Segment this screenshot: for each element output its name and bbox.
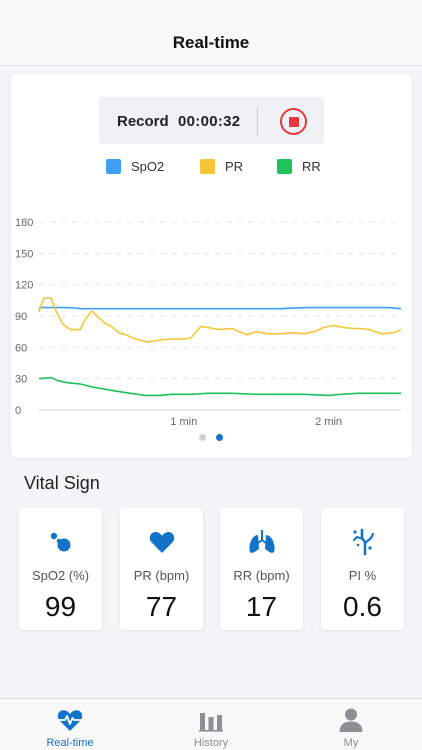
vital-label: RR (bpm) bbox=[233, 568, 290, 583]
legend-swatch-rr bbox=[277, 159, 292, 174]
record-bar: Record 00:00:32 bbox=[99, 97, 324, 144]
page-title: Real-time bbox=[172, 33, 250, 52]
y-tick-label: 120 bbox=[15, 280, 33, 292]
vital-card-pi: PI % 0.6 bbox=[321, 508, 404, 630]
legend-swatch-spo2 bbox=[106, 159, 121, 174]
record-label: Record bbox=[117, 113, 169, 130]
vital-value: 77 bbox=[145, 591, 178, 622]
page-indicator bbox=[199, 434, 229, 442]
vital-value: 0.6 bbox=[343, 591, 382, 622]
record-divider bbox=[257, 106, 258, 136]
y-tick-label: 90 bbox=[15, 311, 27, 323]
vital-value: 99 bbox=[44, 591, 77, 622]
y-tick-label: 0 bbox=[15, 405, 21, 417]
legend-label-pr: PR bbox=[225, 159, 244, 174]
vital-card-rr: RR (bpm) 17 bbox=[220, 508, 303, 630]
tab-label: My bbox=[343, 737, 359, 749]
x-tick-label: 1 min bbox=[170, 416, 197, 428]
person-icon bbox=[281, 707, 421, 733]
tab-label: Real-time bbox=[46, 737, 94, 749]
page-dot-2[interactable] bbox=[216, 434, 223, 441]
heart-icon bbox=[120, 528, 203, 556]
vital-label: PI % bbox=[348, 568, 377, 583]
vital-card-pr: PR (bpm) 77 bbox=[120, 508, 203, 630]
oxygen-bubbles-icon bbox=[19, 528, 102, 556]
series-line-rr bbox=[38, 376, 401, 397]
vital-trend-chart: 0 30 60 90 120 150 180 1 min 2 min bbox=[15, 217, 402, 428]
y-tick-label: 150 bbox=[15, 248, 33, 260]
y-tick-label: 60 bbox=[15, 342, 27, 354]
tab-label: History bbox=[193, 737, 229, 749]
record-timer: 00:00:32 bbox=[178, 113, 241, 130]
lungs-icon bbox=[220, 528, 303, 556]
stop-record-button[interactable] bbox=[280, 108, 307, 135]
legend-label-rr: RR bbox=[302, 159, 321, 174]
page-dot-1[interactable] bbox=[199, 434, 206, 441]
tab-bar: Real-time History My bbox=[0, 698, 422, 750]
tab-my[interactable]: My bbox=[281, 699, 421, 750]
heart-pulse-icon bbox=[0, 707, 140, 733]
vital-label: PR (bpm) bbox=[133, 568, 190, 583]
x-tick-label: 2 min bbox=[315, 416, 342, 428]
stop-icon bbox=[288, 116, 299, 127]
vital-sign-title: Vital Sign bbox=[24, 473, 100, 493]
legend-label-spo2: SpO2 bbox=[131, 159, 165, 174]
series-line-spo2 bbox=[39, 306, 402, 310]
vital-card-spo2: SpO2 (%) 99 bbox=[19, 508, 102, 630]
tab-realtime[interactable]: Real-time bbox=[0, 699, 140, 750]
legend-swatch-pr bbox=[200, 159, 215, 174]
bar-chart-icon bbox=[141, 707, 281, 733]
vital-value: 17 bbox=[245, 591, 278, 622]
y-tick-label: 30 bbox=[15, 374, 27, 386]
series-line-pr bbox=[38, 297, 402, 343]
vital-label: SpO2 (%) bbox=[31, 568, 90, 583]
navigation-bar: Real-time bbox=[0, 0, 422, 66]
tab-history[interactable]: History bbox=[141, 699, 281, 750]
perfusion-icon bbox=[321, 528, 404, 556]
y-tick-label: 180 bbox=[15, 217, 33, 229]
realtime-chart-card: Record 00:00:32 SpO2 PR RR 0 30 60 90 120 150… bbox=[11, 74, 412, 458]
